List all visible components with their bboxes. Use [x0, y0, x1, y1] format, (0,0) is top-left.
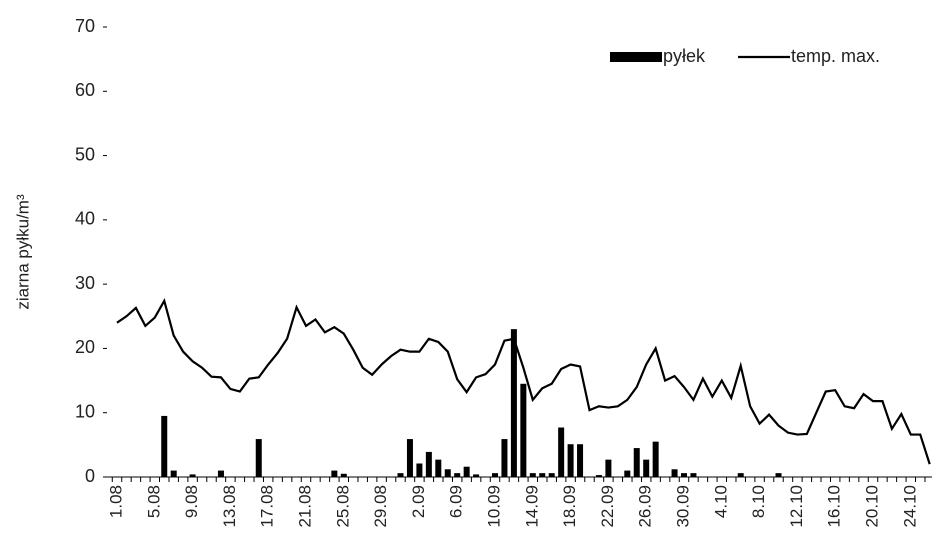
bar: [406, 439, 413, 477]
x-tick-label: 29.08: [371, 485, 390, 528]
bar: [416, 463, 423, 477]
x-tick-label: 12.10: [787, 485, 806, 528]
y-tick-label: 50: [75, 144, 95, 164]
x-tick-label: 20.10: [862, 485, 881, 528]
x-tick-label: 9.08: [182, 485, 201, 518]
bar: [652, 441, 659, 477]
x-tick-label: 24.10: [900, 485, 919, 528]
bar: [520, 383, 527, 477]
bar: [189, 474, 196, 477]
bar: [170, 470, 177, 477]
bar: [255, 439, 262, 477]
x-tick-label: 1.08: [106, 485, 125, 518]
bar: [435, 459, 442, 477]
bar: [605, 459, 612, 477]
legend-label: temp. max.: [791, 46, 880, 66]
bar: [161, 415, 168, 477]
x-tick-label: 26.09: [636, 485, 655, 528]
bar: [737, 473, 744, 477]
bar: [444, 469, 451, 477]
y-tick-label: 60: [75, 80, 95, 100]
x-tick-label: 5.08: [144, 485, 163, 518]
bar: [501, 439, 508, 477]
x-tick-label: 22.09: [598, 485, 617, 528]
bar: [577, 444, 584, 477]
x-tick-label: 30.09: [673, 485, 692, 528]
x-tick-label: 10.09: [484, 485, 503, 528]
bar: [690, 473, 697, 477]
bar: [548, 473, 555, 477]
bar: [340, 473, 347, 477]
legend-label: pyłek: [663, 46, 706, 66]
bar: [681, 473, 687, 477]
bar: [567, 444, 574, 477]
x-tick-label: 8.10: [749, 485, 768, 518]
y-tick-label: 30: [75, 273, 95, 293]
y-tick-label: 70: [75, 16, 95, 36]
x-tick-label: 14.09: [522, 485, 541, 528]
y-tick-label: 20: [75, 337, 95, 357]
y-tick-label: 0: [85, 466, 95, 486]
bar: [595, 475, 602, 477]
y-tick-label: 10: [75, 401, 95, 421]
bar: [624, 470, 631, 477]
bar: [558, 427, 565, 477]
bar: [492, 473, 498, 477]
bar: [463, 466, 470, 477]
y-tick-label: 40: [75, 209, 95, 229]
bar: [643, 459, 650, 477]
bar: [671, 469, 678, 477]
x-tick-label: 17.08: [258, 485, 277, 528]
x-tick-label: 4.10: [711, 485, 730, 518]
x-tick-label: 16.10: [825, 485, 844, 528]
bar: [473, 474, 480, 477]
x-tick-label: 25.08: [333, 485, 352, 528]
x-tick-label: 2.09: [409, 485, 428, 518]
bar: [775, 473, 782, 477]
line: [116, 297, 931, 465]
bar: [425, 451, 432, 477]
bar: [539, 473, 546, 477]
bar: [529, 473, 536, 477]
x-tick-label: 6.09: [447, 485, 466, 518]
bar: [633, 448, 640, 477]
bar: [454, 473, 461, 477]
legend-swatch: [610, 52, 662, 62]
x-tick-label: 18.09: [560, 485, 579, 528]
bar: [217, 470, 224, 477]
bar: [331, 470, 338, 477]
bar: [397, 473, 404, 477]
x-tick-label: 13.08: [220, 485, 239, 528]
x-tick-label: 21.08: [295, 485, 314, 528]
y-axis-label: ziarna pyłku/m³: [13, 194, 32, 310]
bar: [510, 329, 517, 477]
